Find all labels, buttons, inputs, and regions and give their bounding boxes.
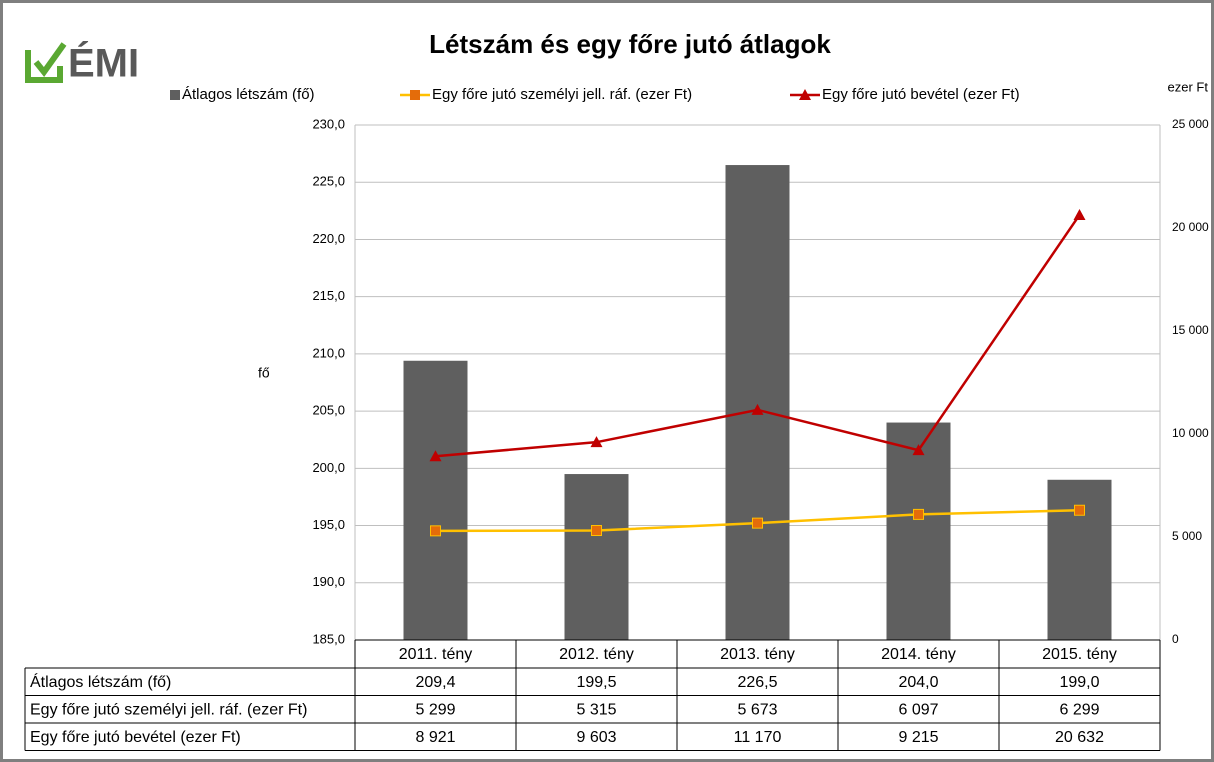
table-cell: 11 170 [734, 729, 782, 746]
y-tick-label: 230,0 [312, 116, 345, 131]
logo-check [33, 42, 67, 77]
table-cell: 209,4 [415, 674, 455, 691]
legend-marker [799, 89, 811, 100]
table-cell: 9 603 [576, 729, 616, 746]
marker [1074, 504, 1085, 516]
marker [912, 444, 925, 456]
table-row-label: Egy főre jutó bevétel (ezer Ft) [30, 729, 241, 746]
bar [725, 165, 790, 641]
legend-label: Egy főre jutó személyi jell. ráf. (ezer … [432, 86, 692, 103]
x-tick-label: 2014. tény [881, 646, 956, 663]
marker [1073, 208, 1086, 220]
bar [403, 360, 468, 640]
marker [591, 525, 602, 537]
y2-tick-label: 15 000 [1172, 323, 1209, 337]
y-tick-label: 200,0 [312, 460, 345, 475]
table-cell: 8 921 [415, 729, 455, 746]
bar [1047, 479, 1112, 640]
marker [430, 525, 441, 537]
marker [751, 403, 764, 415]
y2-tick-label: 25 000 [1172, 117, 1209, 131]
table-cell: 9 215 [898, 729, 938, 746]
table-cell: 6 097 [898, 701, 938, 718]
marker [590, 436, 603, 448]
table-row-label: Egy főre jutó személyi jell. ráf. (ezer … [30, 701, 307, 718]
table-cell: 199,0 [1059, 674, 1099, 691]
y2-tick-label: 10 000 [1172, 426, 1209, 440]
legend-marker [410, 90, 420, 100]
y-tick-label: 205,0 [312, 403, 345, 418]
y-tick-label: 195,0 [312, 517, 345, 532]
y2-tick-label: 0 [1172, 632, 1179, 646]
table-cell: 5 673 [737, 701, 777, 718]
x-tick-label: 2015. tény [1042, 646, 1117, 663]
logo: ÉMI [25, 41, 139, 86]
y-tick-label: 190,0 [312, 574, 345, 589]
table-cell: 226,5 [737, 674, 777, 691]
table-cell: 6 299 [1059, 701, 1099, 718]
y2-tick-label: 20 000 [1172, 220, 1209, 234]
table-cell: 5 299 [415, 701, 455, 718]
y-tick-label: 185,0 [312, 631, 345, 646]
x-tick-label: 2013. tény [720, 646, 795, 663]
logo-box [25, 50, 63, 83]
marker [429, 450, 442, 462]
table-cell: 204,0 [898, 674, 938, 691]
bar [886, 422, 951, 640]
table-row-label: Átlagos létszám (fő) [30, 672, 171, 691]
x-tick-label: 2011. tény [399, 646, 473, 663]
y-tick-label: 215,0 [312, 288, 345, 303]
table-cell: 20 632 [1055, 729, 1104, 746]
y-tick-label: 220,0 [312, 231, 345, 246]
legend-label: Átlagos létszám (fő) [182, 86, 315, 103]
x-tick-label: 2012. tény [559, 646, 634, 663]
y-tick-label: 210,0 [312, 345, 345, 360]
table-cell: 199,5 [576, 674, 616, 691]
bar [564, 474, 629, 640]
table-cell: 5 315 [576, 701, 616, 718]
y-tick-label: 225,0 [312, 174, 345, 189]
legend-swatch [170, 90, 180, 100]
y-axis-label: fő [258, 365, 270, 381]
chart-title: Létszám és egy főre jutó átlagok [429, 29, 831, 59]
marker [913, 508, 924, 520]
legend-label: Egy főre jutó bevétel (ezer Ft) [822, 86, 1020, 103]
marker [752, 517, 763, 529]
y2-axis-label: ezer Ft [1168, 79, 1209, 94]
y2-tick-label: 5 000 [1172, 529, 1202, 543]
logo-text: ÉMI [68, 41, 139, 86]
